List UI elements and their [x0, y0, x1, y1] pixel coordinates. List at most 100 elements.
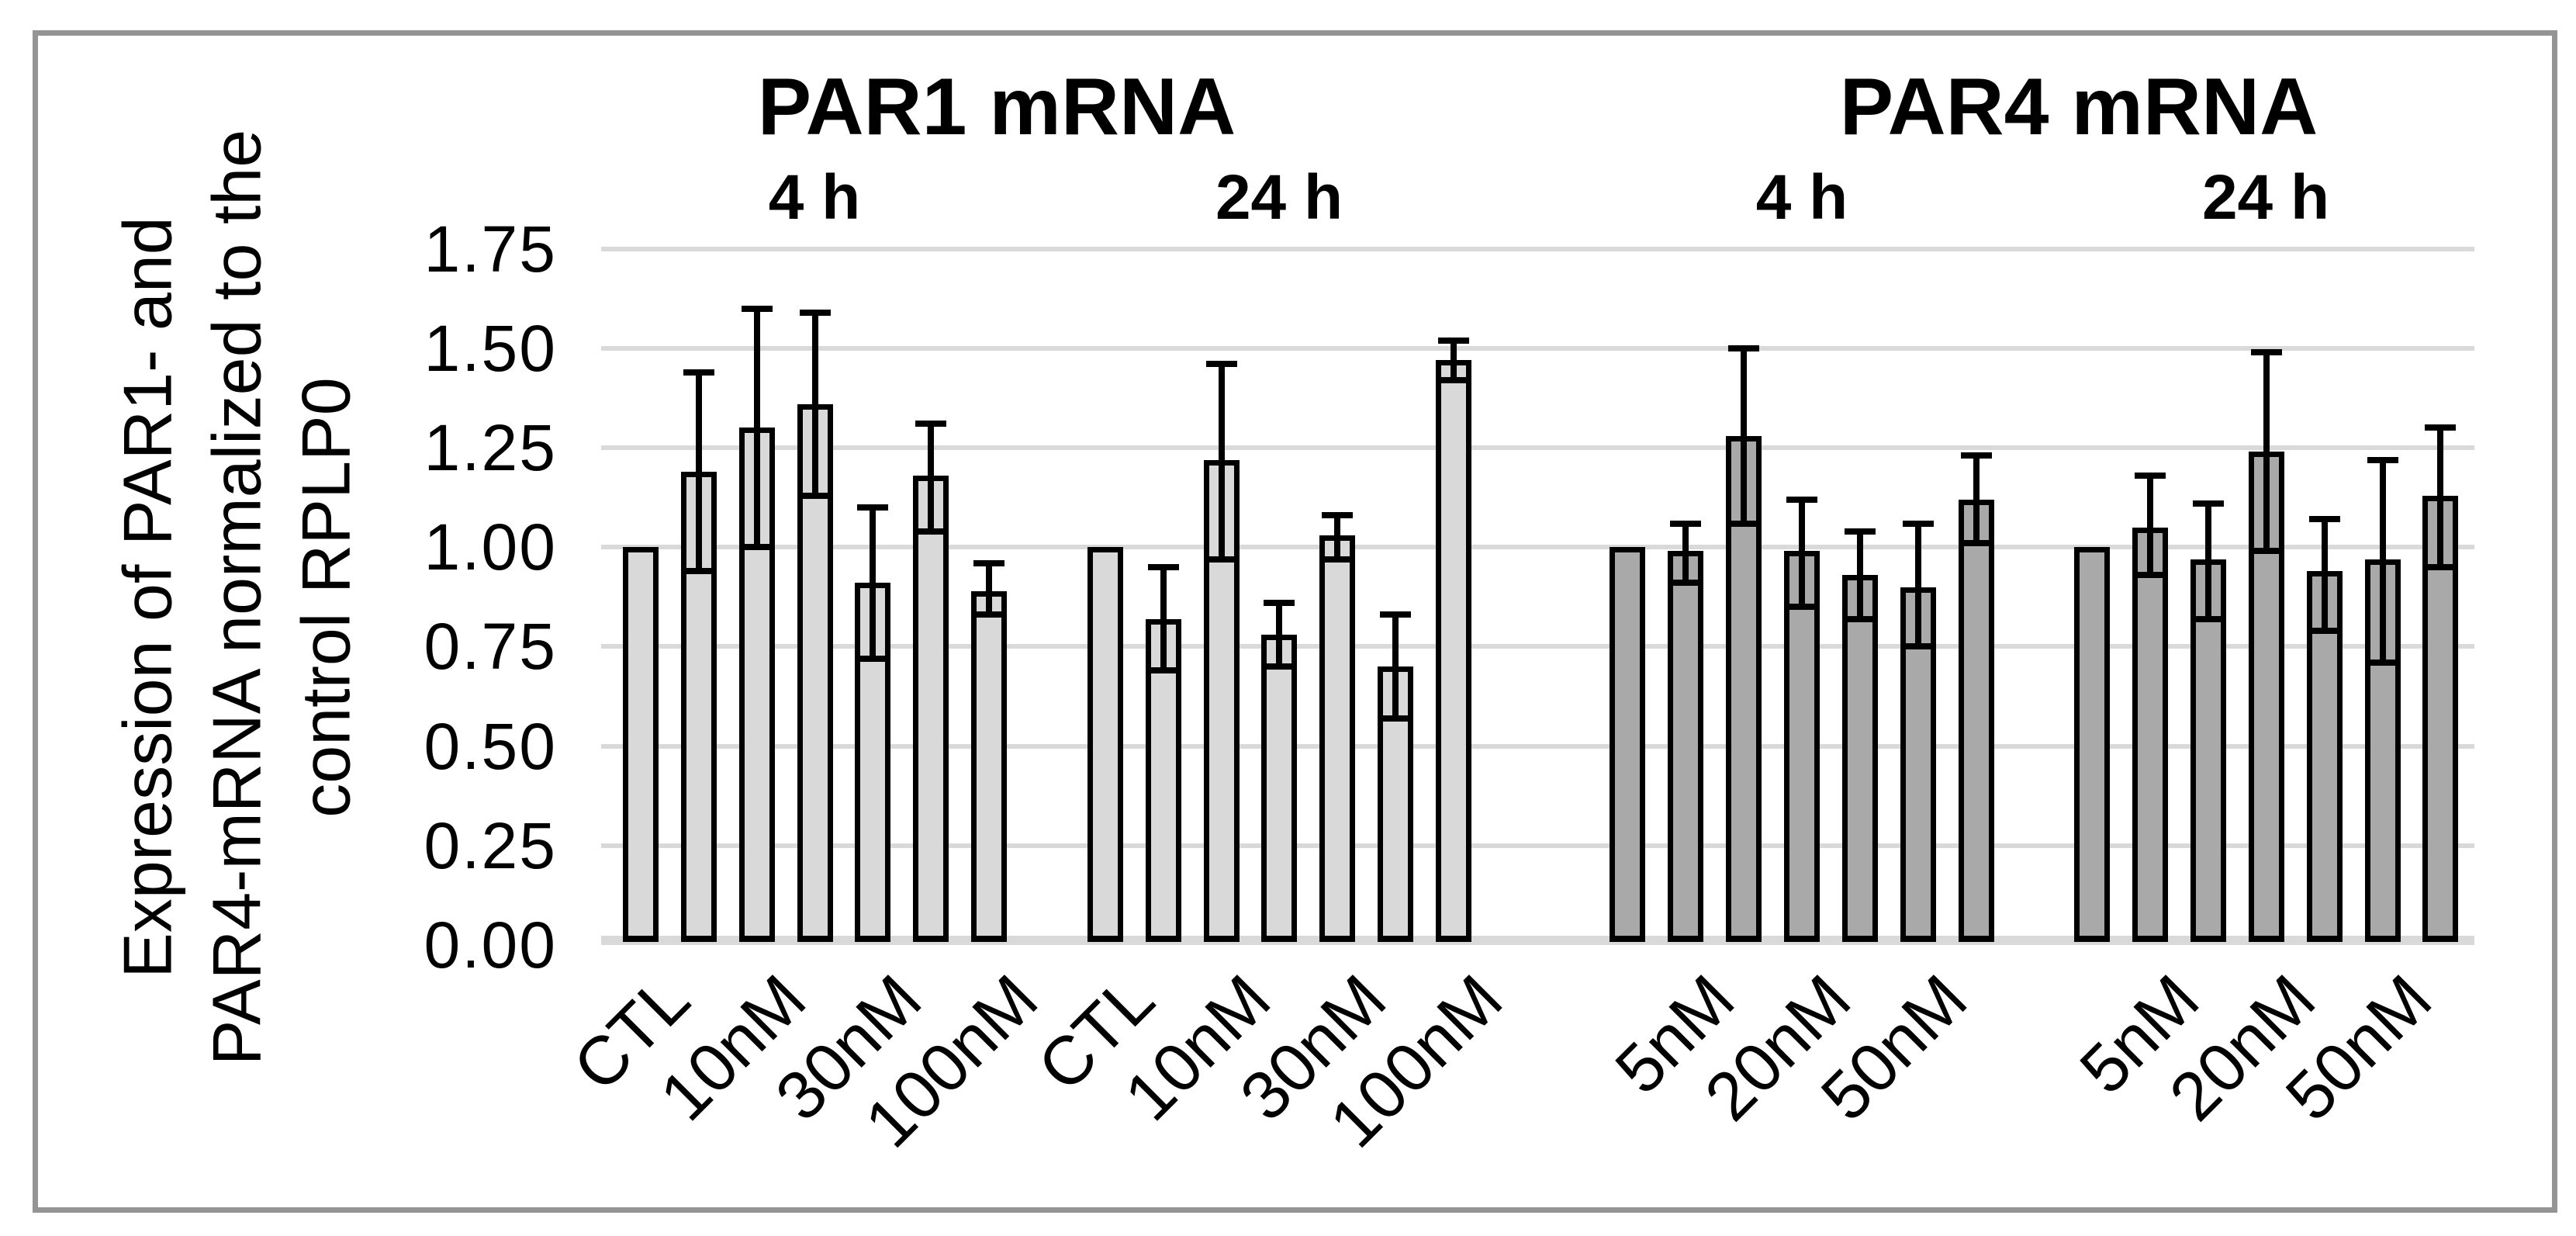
- error-bar-cap-bottom: [2193, 616, 2224, 622]
- bar-par4-4h-pos5: [1842, 575, 1878, 942]
- gridline: [601, 744, 2474, 749]
- subtitle-par1-4h: 4 h: [768, 162, 861, 233]
- error-bar-cap-top: [2425, 424, 2456, 431]
- y-tick-label: 1.00: [424, 511, 557, 583]
- error-bar-cap-bottom: [1322, 556, 1353, 563]
- error-bar-cap-bottom: [973, 611, 1004, 618]
- error-bar-cap-bottom: [683, 568, 714, 574]
- error-bar-cap-bottom: [1264, 663, 1295, 670]
- y-tick-label: 0.75: [424, 610, 557, 683]
- error-bar-cap-top: [1438, 338, 1469, 344]
- bar-par4-24h-5nm: [2132, 528, 2168, 942]
- error-bar-cap-bottom: [915, 528, 946, 535]
- error-bar-cap-bottom: [2135, 572, 2166, 578]
- error-bar-cap-bottom: [1728, 521, 1759, 527]
- error-bar-cap-top: [1961, 452, 1992, 459]
- error-bar-cap-top: [2135, 473, 2166, 479]
- y-tick-label: 1.75: [424, 213, 557, 286]
- bar-par1-4h-100nm: [971, 591, 1007, 942]
- subtitle-par4-24h: 24 h: [2201, 162, 2330, 233]
- error-bar-cap-bottom: [2251, 548, 2282, 554]
- error-bar-cap-bottom: [1380, 715, 1411, 722]
- error-bar-line: [1741, 348, 1747, 524]
- error-bar-line: [986, 563, 992, 615]
- error-bar-line: [2263, 352, 2270, 551]
- bar-par4-24h-pos3: [2190, 559, 2226, 942]
- error-bar-cap-top: [1206, 361, 1237, 367]
- error-bar-cap-bottom: [1845, 616, 1876, 622]
- error-bar-cap-top: [1786, 497, 1817, 503]
- gridline: [601, 644, 2474, 649]
- error-bar-line: [1160, 567, 1167, 670]
- y-tick-label: 0.50: [424, 710, 557, 783]
- error-bar-line: [812, 313, 818, 496]
- error-bar-cap-bottom: [2367, 660, 2398, 666]
- subtitle-par1-24h: 24 h: [1215, 162, 1343, 233]
- bar-par4-4h-pos7: [1959, 500, 1994, 942]
- error-bar-cap-top: [1322, 512, 1353, 518]
- bar-par1-24h-pos6: [1378, 666, 1413, 942]
- error-bar-line: [1915, 524, 1921, 646]
- error-bar-cap-top: [1845, 528, 1876, 535]
- error-bar-line: [2437, 428, 2443, 567]
- error-bar-line: [1276, 603, 1282, 666]
- error-bar-line: [1973, 455, 1980, 543]
- error-bar-cap-bottom: [1438, 377, 1469, 383]
- error-bar-cap-bottom: [1786, 604, 1817, 610]
- gridline: [601, 247, 2474, 251]
- error-bar-cap-top: [1148, 564, 1179, 570]
- error-bar-line: [1392, 615, 1399, 718]
- error-bar-cap-bottom: [1148, 667, 1179, 673]
- bar-par1-24h-30nm: [1319, 535, 1355, 942]
- gridline: [601, 346, 2474, 351]
- error-bar-line: [1682, 524, 1689, 583]
- error-bar-line: [928, 424, 934, 531]
- subtitle-par4-4h: 4 h: [1755, 162, 1848, 233]
- error-bar-line: [1334, 515, 1340, 559]
- error-bar-cap-top: [2193, 500, 2224, 507]
- bar-par4-4h-20nm: [1784, 551, 1820, 942]
- error-bar-cap-bottom: [2425, 564, 2456, 570]
- bar-par4-4h-5nm: [1668, 551, 1703, 942]
- y-axis-title-line1: Expression of PAR1- and: [109, 216, 186, 978]
- error-bar-cap-bottom: [1670, 580, 1701, 586]
- section-title-par4: PAR4 mRNA: [1839, 62, 2318, 152]
- error-bar-cap-top: [973, 560, 1004, 566]
- error-bar-cap-top: [742, 306, 773, 312]
- error-bar-cap-bottom: [742, 544, 773, 550]
- error-bar-cap-top: [2367, 457, 2398, 463]
- error-bar-line: [1219, 364, 1225, 559]
- y-tick-label: 1.25: [424, 411, 557, 484]
- error-bar-line: [870, 507, 876, 659]
- error-bar-cap-bottom: [800, 493, 831, 499]
- error-bar-cap-top: [2309, 516, 2340, 522]
- section-title-par1: PAR1 mRNA: [757, 62, 1236, 152]
- error-bar-cap-bottom: [1961, 540, 1992, 546]
- error-bar-cap-top: [915, 421, 946, 427]
- bar-par1-24h-ctl: [1087, 547, 1123, 942]
- error-bar-line: [2147, 476, 2153, 575]
- y-axis-title-line2: PAR4-mRNA normalized to the: [198, 129, 275, 1066]
- y-tick-label: 0.25: [424, 809, 557, 882]
- error-bar-cap-bottom: [1903, 643, 1934, 649]
- error-bar-cap-top: [1670, 521, 1701, 527]
- error-bar-line: [2380, 460, 2386, 663]
- error-bar-cap-bottom: [2309, 628, 2340, 634]
- error-bar-cap-top: [683, 369, 714, 376]
- gridline: [601, 843, 2474, 848]
- bar-par4-24h-pos1: [2074, 547, 2110, 942]
- error-bar-line: [2205, 504, 2211, 619]
- error-bar-cap-top: [2251, 349, 2282, 355]
- y-axis-title: Expression of PAR1- and PAR4-mRNA normal…: [103, 78, 371, 1117]
- error-bar-line: [754, 309, 760, 547]
- error-bar-cap-top: [800, 310, 831, 316]
- error-bar-cap-top: [857, 504, 888, 511]
- bar-par1-4h-pos6: [913, 476, 949, 942]
- error-bar-line: [2322, 519, 2328, 631]
- error-bar-line: [696, 372, 702, 571]
- bar-par1-4h-ctl: [623, 547, 659, 942]
- error-bar-cap-bottom: [857, 656, 888, 662]
- error-bar-cap-top: [1728, 345, 1759, 351]
- x-axis-line: [601, 936, 2474, 945]
